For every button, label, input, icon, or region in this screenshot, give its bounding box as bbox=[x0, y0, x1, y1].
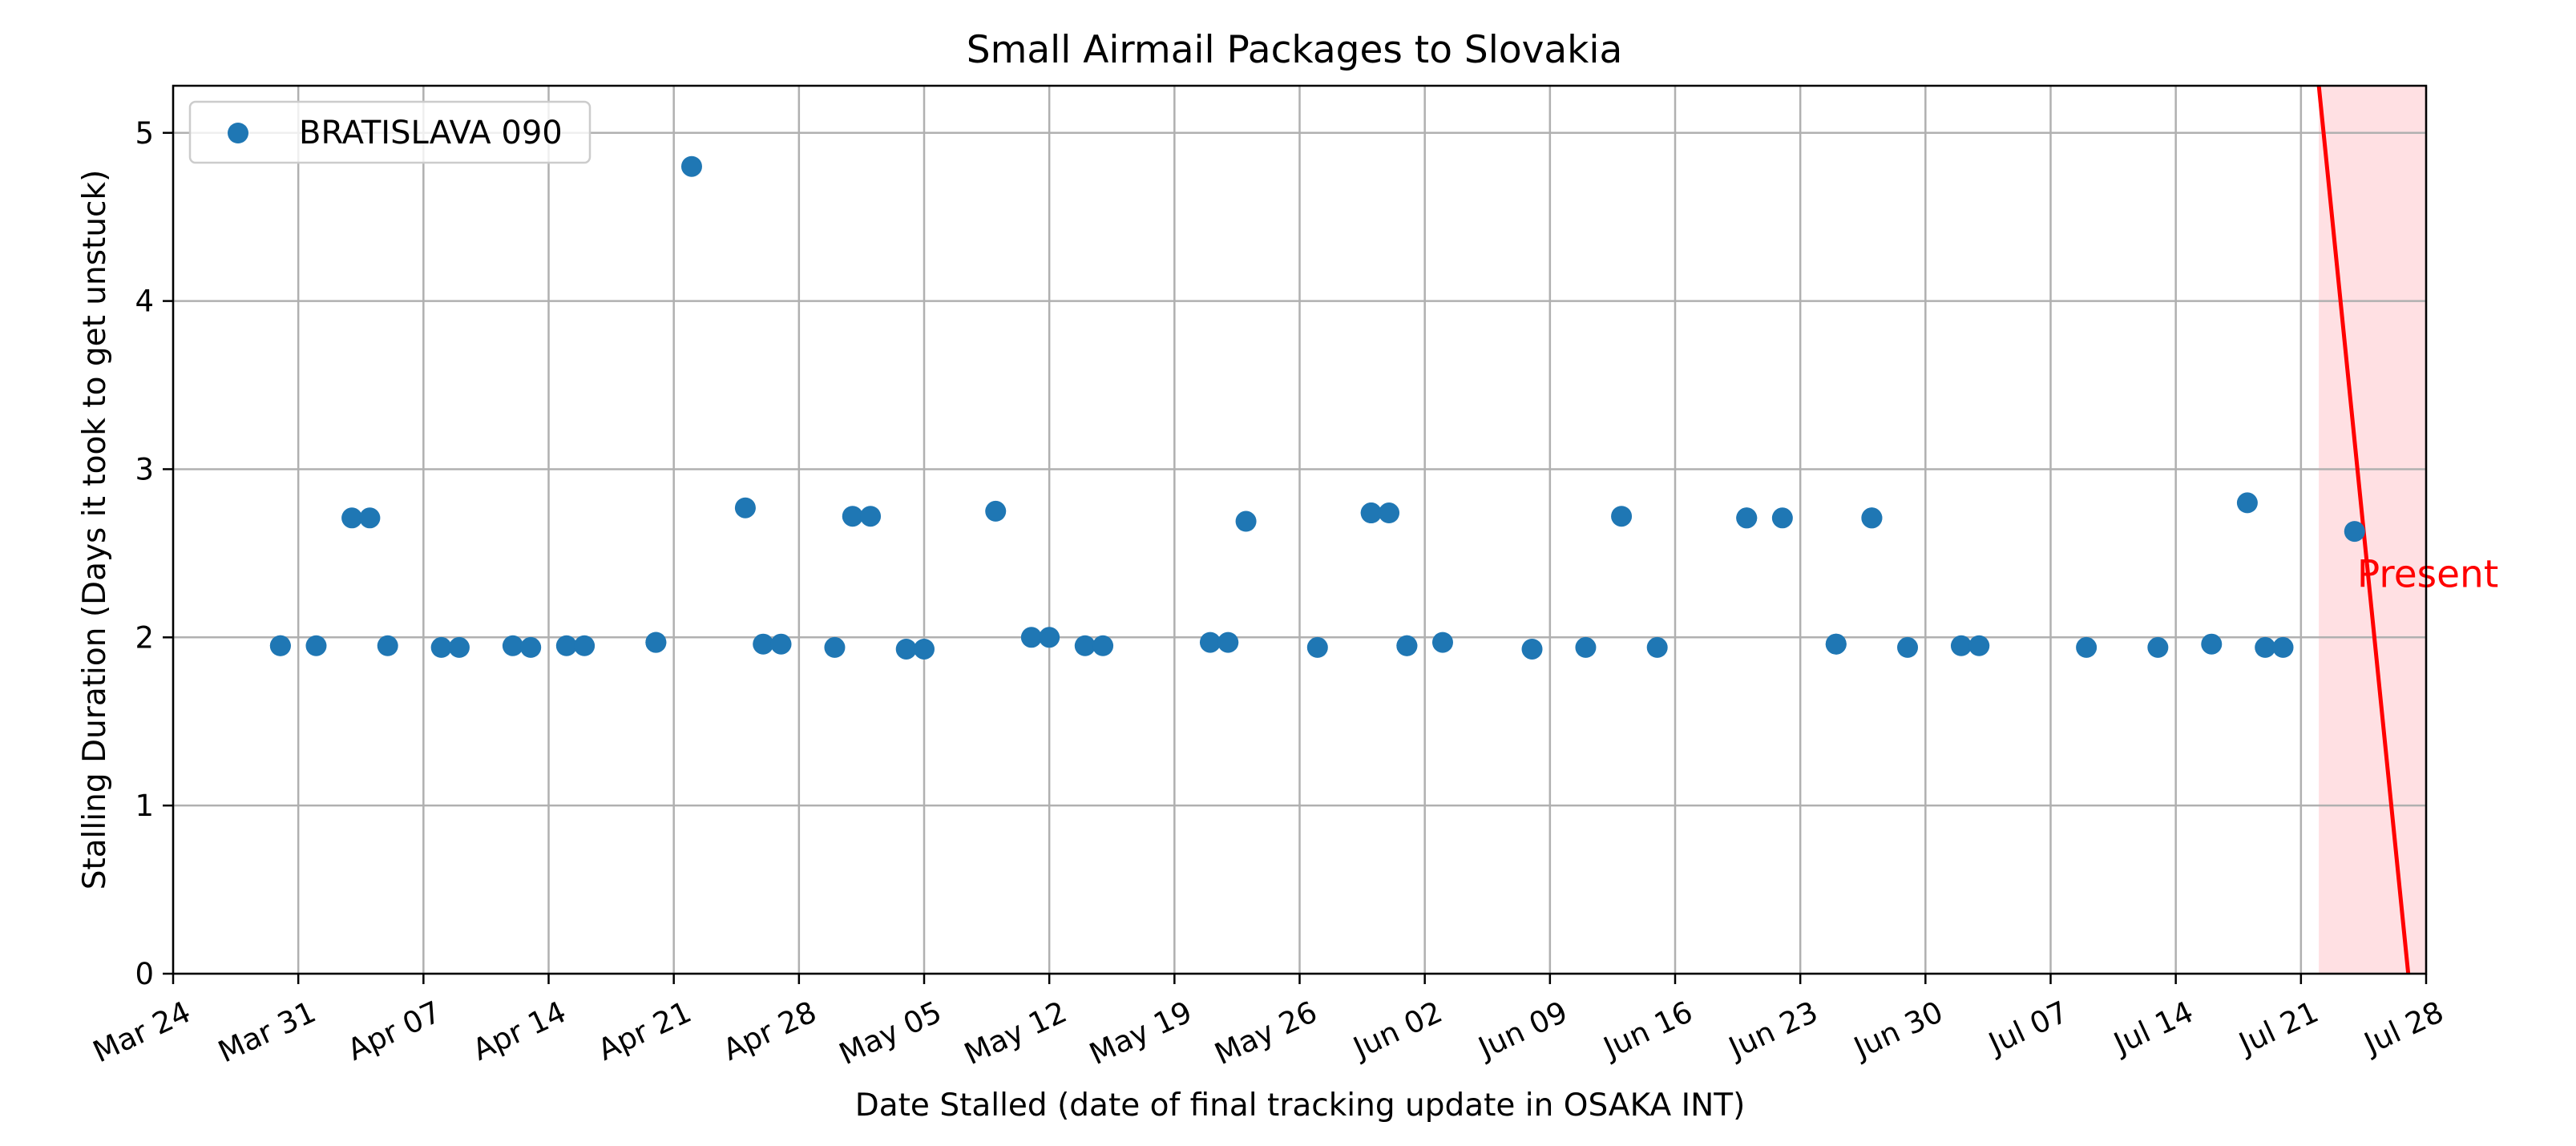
x-tick-label: Jun 30 bbox=[1847, 995, 1948, 1066]
scatter-point bbox=[1020, 627, 1042, 648]
scatter-point bbox=[753, 633, 774, 655]
y-tick-label: 4 bbox=[135, 284, 154, 319]
scatter-point bbox=[2147, 636, 2169, 658]
y-tick-label: 3 bbox=[135, 452, 154, 486]
x-axis-ticks: Mar 24 Mar 31 Apr 07 Apr 14 Apr 21 Apr 28 May … bbox=[88, 974, 2449, 1071]
scatter-point bbox=[520, 636, 542, 658]
scatter-point bbox=[1771, 507, 1793, 529]
scatter-point bbox=[895, 638, 917, 660]
x-tick-label: May 05 bbox=[834, 995, 947, 1071]
scatter-point bbox=[1897, 636, 1919, 658]
y-axis-ticks: 0 1 2 3 4 5 bbox=[135, 116, 173, 991]
scatter-point bbox=[1235, 510, 1257, 532]
legend-marker bbox=[228, 123, 248, 143]
scatter-point bbox=[1360, 502, 1382, 524]
scatter-point bbox=[1646, 636, 1668, 658]
scatter-point bbox=[377, 635, 398, 656]
scatter-point bbox=[1306, 636, 1328, 658]
annotation-group: Present bbox=[2357, 552, 2498, 596]
y-axis-label: Stalling Duration (Days it took to get u… bbox=[77, 170, 113, 890]
scatter-point bbox=[555, 635, 577, 656]
scatter-point bbox=[2201, 633, 2223, 655]
chart-title: Small Airmail Packages to Slovakia bbox=[967, 28, 1623, 72]
scatter-point bbox=[2236, 492, 2258, 514]
present-annotation-label: Present bbox=[2357, 552, 2498, 596]
scatter-point bbox=[341, 507, 363, 529]
scatter-point bbox=[2255, 636, 2276, 658]
scatter-point bbox=[448, 636, 470, 658]
x-tick-label: Apr 07 bbox=[342, 995, 446, 1067]
x-tick-label: Apr 28 bbox=[718, 995, 822, 1067]
scatter-point bbox=[1074, 635, 1096, 656]
scatter-point bbox=[824, 636, 846, 658]
scatter-point bbox=[1379, 502, 1400, 524]
scatter-point bbox=[359, 507, 381, 529]
scatter-point bbox=[1861, 507, 1883, 529]
scatter-point bbox=[770, 633, 792, 655]
scatter-point bbox=[269, 635, 291, 656]
present-region bbox=[2319, 86, 2426, 974]
x-tick-label: Mar 24 bbox=[88, 995, 196, 1069]
y-tick-label: 0 bbox=[135, 957, 154, 991]
scatter-point bbox=[502, 635, 523, 656]
scatter-point bbox=[914, 638, 935, 660]
x-tick-label: Jul 28 bbox=[2358, 995, 2449, 1062]
x-tick-label: May 12 bbox=[959, 995, 1072, 1071]
plot-area: Present bbox=[172, 84, 2498, 975]
scatter-point bbox=[574, 635, 596, 656]
scatter-point bbox=[1825, 633, 1847, 655]
x-tick-label: Mar 31 bbox=[213, 995, 321, 1069]
legend-box bbox=[188, 100, 592, 164]
scatter-point bbox=[985, 500, 1007, 522]
x-tick-label: Jun 02 bbox=[1347, 995, 1447, 1066]
scatter-point bbox=[1092, 635, 1114, 656]
x-axis-label: Date Stalled (date of final tracking upd… bbox=[855, 1087, 1746, 1124]
scatter-point bbox=[430, 636, 452, 658]
present-shaded-region bbox=[2319, 86, 2426, 974]
scatter-point bbox=[1968, 635, 1990, 656]
y-tick-label: 1 bbox=[135, 789, 154, 823]
x-tick-label: Jun 23 bbox=[1722, 995, 1823, 1066]
x-tick-label: Jul 14 bbox=[2107, 995, 2198, 1062]
scatter-point bbox=[305, 635, 327, 656]
x-tick-label: May 26 bbox=[1209, 995, 1322, 1071]
scatter-point bbox=[860, 506, 882, 527]
scatter-points bbox=[269, 155, 2365, 660]
x-tick-label: Jun 09 bbox=[1472, 995, 1573, 1066]
x-tick-label: Apr 14 bbox=[467, 995, 571, 1067]
scatter-point bbox=[1039, 627, 1060, 648]
scatter-point bbox=[1396, 635, 1418, 656]
legend-label: BRATISLAVA 090 bbox=[299, 115, 563, 151]
scatter-point bbox=[1217, 632, 1239, 653]
scatter-point bbox=[2272, 636, 2294, 658]
x-tick-label: May 19 bbox=[1084, 995, 1197, 1071]
scatter-point bbox=[1521, 638, 1543, 660]
x-tick-label: Jun 16 bbox=[1597, 995, 1698, 1066]
x-tick-label: Jul 21 bbox=[2232, 995, 2324, 1062]
scatter-point bbox=[734, 497, 756, 519]
y-tick-label: 2 bbox=[135, 620, 154, 655]
scatter-point bbox=[645, 632, 667, 653]
scatter-point bbox=[842, 506, 863, 527]
scatter-point bbox=[2344, 521, 2365, 543]
scatter-point bbox=[1431, 632, 1453, 653]
x-tick-label: Jul 07 bbox=[1982, 995, 2073, 1062]
scatter-point bbox=[1199, 632, 1221, 653]
legend: BRATISLAVA 090 bbox=[188, 100, 592, 164]
scatter-point bbox=[1611, 506, 1633, 527]
scatter-point bbox=[1950, 635, 1972, 656]
y-tick-label: 5 bbox=[135, 116, 154, 151]
scatter-point bbox=[2076, 636, 2098, 658]
scatter-point bbox=[1575, 636, 1597, 658]
scatter-point bbox=[1736, 507, 1758, 529]
scatter-point bbox=[680, 155, 702, 177]
x-tick-label: Apr 21 bbox=[592, 995, 696, 1067]
